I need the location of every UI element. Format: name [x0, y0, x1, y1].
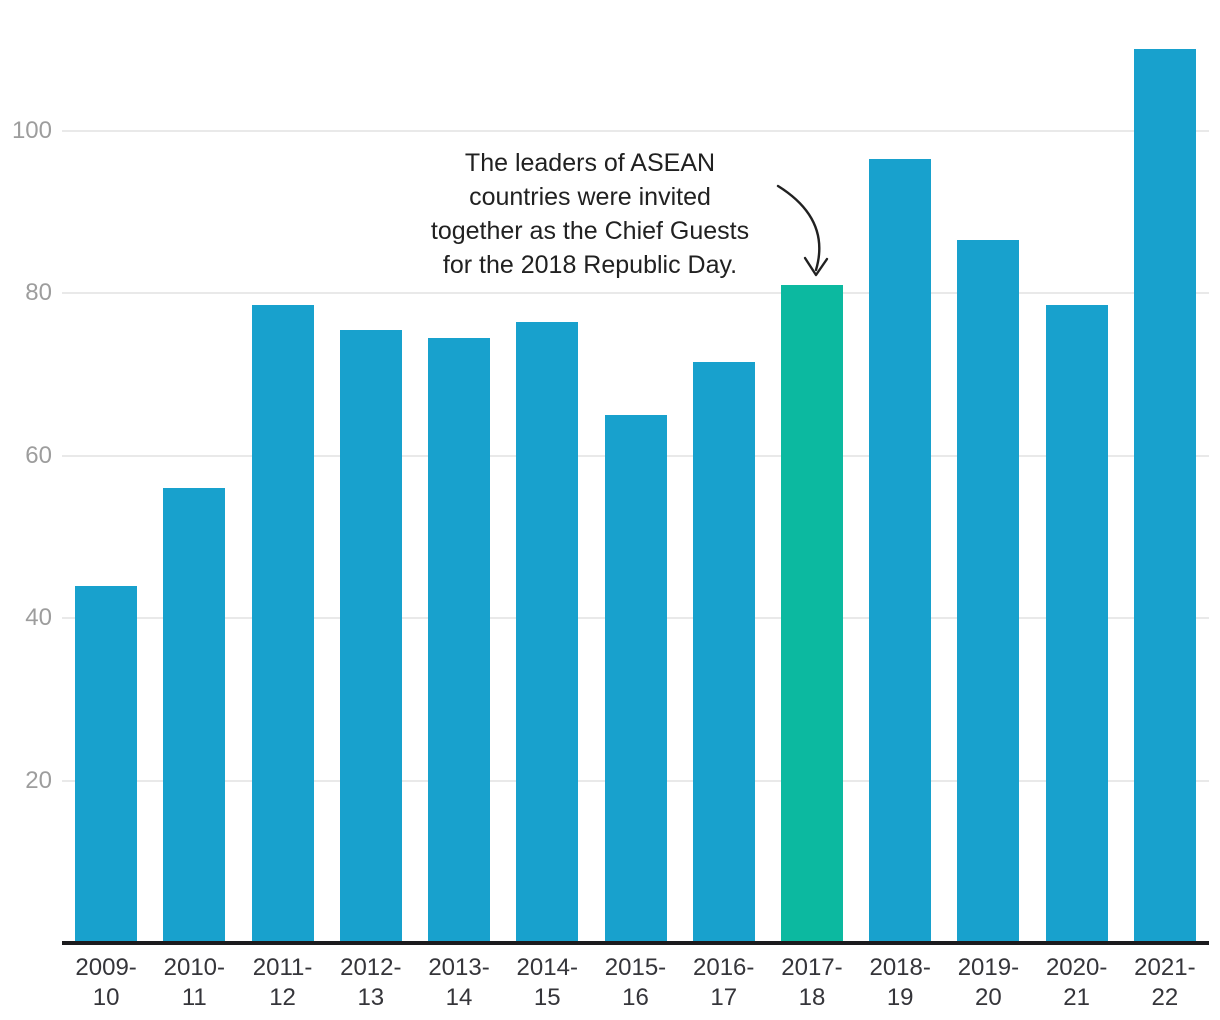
- x-axis-line: [62, 941, 1209, 945]
- x-tick-label-line: 21: [1063, 984, 1090, 1011]
- x-tick-label-2020-21: 2020- 21: [1023, 953, 1131, 1013]
- x-tick-label-line: 15: [533, 984, 561, 1011]
- bar-2011-12: [251, 305, 314, 944]
- bar-2018-19: [869, 159, 932, 944]
- x-tick-label-line: 2010-: [163, 954, 226, 981]
- y-tick-label-100: 100: [11, 116, 52, 144]
- x-tick-label-line: 2011-: [252, 954, 313, 981]
- gridline-100: [62, 129, 1209, 132]
- bar-2015-16: [604, 415, 667, 944]
- bar-2017-18: [780, 285, 843, 944]
- bar-2013-14: [428, 337, 491, 944]
- x-tick-label-line: 2017-: [781, 954, 843, 981]
- bar-2016-17: [692, 362, 755, 944]
- x-tick-label-2016-17: 2016- 17: [670, 953, 778, 1013]
- bar-2020-21: [1045, 305, 1108, 944]
- bar-2010-11: [163, 488, 226, 944]
- annotation-line: The leaders of ASEAN: [464, 149, 716, 177]
- x-tick-label-line: 10: [92, 984, 120, 1011]
- x-tick-label-2014-15: 2014- 15: [493, 953, 601, 1013]
- y-tick-label-40: 40: [25, 604, 52, 632]
- x-tick-label-line: 2012-: [340, 954, 402, 981]
- annotation-line: together as the Chief Guests: [430, 217, 750, 245]
- x-tick-label-2018-19: 2018- 19: [846, 953, 954, 1013]
- y-tick-label-80: 80: [25, 279, 52, 307]
- gridline-80: [62, 292, 1209, 295]
- bar-2012-13: [339, 329, 402, 944]
- x-tick-label-line: 17: [710, 984, 738, 1011]
- x-tick-label-line: 22: [1151, 984, 1179, 1011]
- x-tick-label-line: 19: [886, 984, 914, 1011]
- x-tick-label-line: 12: [269, 984, 296, 1011]
- x-tick-label-line: 2016-: [693, 954, 755, 981]
- bar-2021-22: [1133, 49, 1196, 944]
- x-tick-label-2010-11: 2010- 11: [140, 953, 248, 1013]
- annotation-line: countries were invited: [469, 183, 711, 211]
- x-tick-label-line: 18: [798, 984, 826, 1011]
- x-tick-label-line: 16: [622, 984, 649, 1011]
- x-tick-label-2017-18: 2017- 18: [758, 953, 866, 1013]
- bar-2014-15: [516, 321, 579, 944]
- y-tick-label-20: 20: [25, 766, 52, 794]
- x-tick-label-2011-12: 2011- 12: [228, 953, 336, 1013]
- x-tick-label-2009-10: 2009- 10: [52, 953, 160, 1013]
- x-tick-label-line: 2018-: [869, 954, 931, 981]
- x-tick-label-2021-22: 2021- 22: [1111, 953, 1219, 1013]
- bar-2019-20: [957, 240, 1020, 944]
- x-tick-label-line: 2019-: [957, 954, 1020, 981]
- x-tick-label-line: 13: [357, 984, 385, 1011]
- annotation-line: for the 2018 Republic Day.: [442, 251, 738, 279]
- x-tick-label-line: 2015-: [604, 954, 667, 981]
- x-tick-label-2012-13: 2012- 13: [317, 953, 425, 1013]
- bar-2009-10: [75, 585, 138, 944]
- annotation-text: The leaders of ASEAN countries were invi…: [390, 146, 790, 282]
- x-tick-label-line: 11: [181, 984, 207, 1011]
- y-tick-label-60: 60: [25, 441, 52, 469]
- x-tick-label-2013-14: 2013- 14: [405, 953, 513, 1013]
- x-tick-label-line: 2009-: [75, 954, 137, 981]
- x-tick-label-2019-20: 2019- 20: [934, 953, 1042, 1013]
- x-tick-label-line: 2014-: [516, 954, 578, 981]
- x-tick-label-line: 2020-: [1045, 954, 1108, 981]
- x-tick-label-line: 20: [975, 984, 1002, 1011]
- x-tick-label-line: 14: [445, 984, 473, 1011]
- x-tick-label-line: 2021-: [1134, 954, 1196, 981]
- x-tick-label-2015-16: 2015- 16: [581, 953, 689, 1013]
- x-tick-label-line: 2013-: [428, 954, 490, 981]
